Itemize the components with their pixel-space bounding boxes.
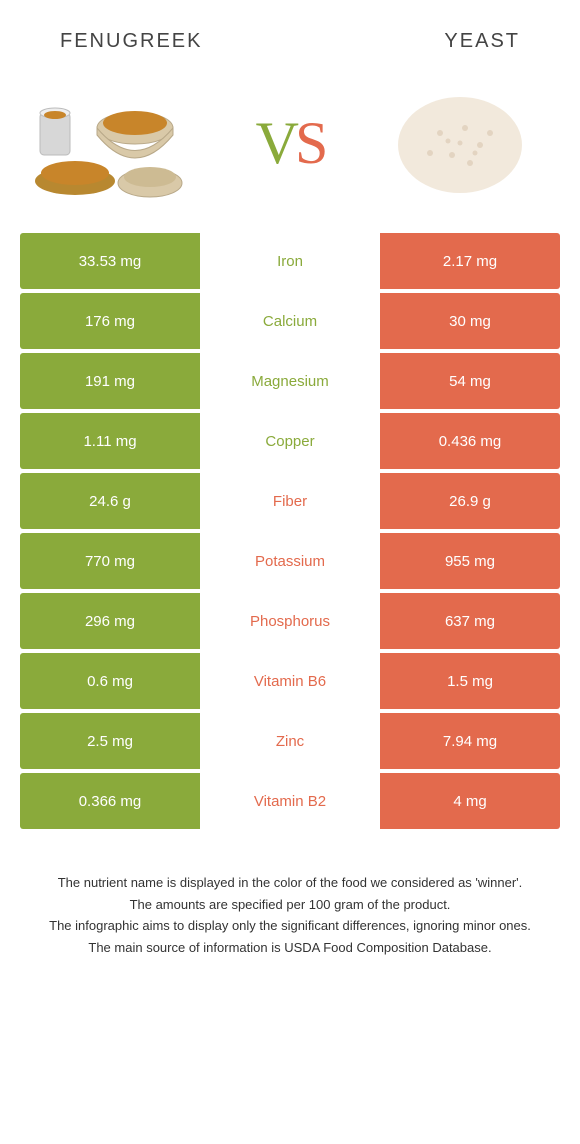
hero-row: VS — [0, 63, 580, 233]
right-food-title: Yeast — [444, 30, 520, 53]
nutrient-name-cell: Calcium — [200, 293, 380, 349]
footer-line: The infographic aims to display only the… — [30, 916, 550, 936]
right-value-cell: 1.5 mg — [380, 653, 560, 709]
right-value-cell: 54 mg — [380, 353, 560, 409]
right-value-cell: 4 mg — [380, 773, 560, 829]
right-value-cell: 26.9 g — [380, 473, 560, 529]
nutrient-name-cell: Phosphorus — [200, 593, 380, 649]
nutrient-name-cell: Potassium — [200, 533, 380, 589]
footer-line: The main source of information is USDA F… — [30, 938, 550, 958]
fenugreek-icon — [30, 73, 210, 213]
table-row: 176 mgCalcium30 mg — [20, 293, 560, 349]
table-row: 1.11 mgCopper0.436 mg — [20, 413, 560, 469]
yeast-image — [370, 73, 550, 213]
table-row: 2.5 mgZinc7.94 mg — [20, 713, 560, 769]
left-value-cell: 24.6 g — [20, 473, 200, 529]
table-row: 24.6 gFiber26.9 g — [20, 473, 560, 529]
table-row: 296 mgPhosphorus637 mg — [20, 593, 560, 649]
left-value-cell: 0.366 mg — [20, 773, 200, 829]
nutrient-name-cell: Iron — [200, 233, 380, 289]
footer-notes: The nutrient name is displayed in the co… — [0, 833, 580, 957]
footer-line: The nutrient name is displayed in the co… — [30, 873, 550, 893]
right-value-cell: 7.94 mg — [380, 713, 560, 769]
left-value-cell: 2.5 mg — [20, 713, 200, 769]
vs-label: VS — [256, 109, 325, 178]
nutrient-name-cell: Vitamin B2 — [200, 773, 380, 829]
nutrient-name-cell: Copper — [200, 413, 380, 469]
table-row: 0.6 mgVitamin B61.5 mg — [20, 653, 560, 709]
right-value-cell: 955 mg — [380, 533, 560, 589]
footer-line: The amounts are specified per 100 gram o… — [30, 895, 550, 915]
left-value-cell: 176 mg — [20, 293, 200, 349]
nutrient-name-cell: Vitamin B6 — [200, 653, 380, 709]
right-value-cell: 637 mg — [380, 593, 560, 649]
yeast-icon — [370, 73, 550, 213]
left-value-cell: 770 mg — [20, 533, 200, 589]
left-value-cell: 191 mg — [20, 353, 200, 409]
nutrient-name-cell: Magnesium — [200, 353, 380, 409]
vs-s: S — [295, 110, 324, 176]
right-value-cell: 2.17 mg — [380, 233, 560, 289]
left-value-cell: 296 mg — [20, 593, 200, 649]
comparison-table: 33.53 mgIron2.17 mg176 mgCalcium30 mg191… — [0, 233, 580, 829]
table-row: 33.53 mgIron2.17 mg — [20, 233, 560, 289]
table-row: 191 mgMagnesium54 mg — [20, 353, 560, 409]
left-value-cell: 0.6 mg — [20, 653, 200, 709]
title-row: Fenugreek Yeast — [0, 0, 580, 63]
left-value-cell: 33.53 mg — [20, 233, 200, 289]
left-value-cell: 1.11 mg — [20, 413, 200, 469]
table-row: 770 mgPotassium955 mg — [20, 533, 560, 589]
nutrient-name-cell: Zinc — [200, 713, 380, 769]
fenugreek-image — [30, 73, 210, 213]
nutrient-name-cell: Fiber — [200, 473, 380, 529]
left-food-title: Fenugreek — [60, 30, 202, 53]
right-value-cell: 30 mg — [380, 293, 560, 349]
right-value-cell: 0.436 mg — [380, 413, 560, 469]
vs-v: V — [256, 110, 295, 176]
table-row: 0.366 mgVitamin B24 mg — [20, 773, 560, 829]
